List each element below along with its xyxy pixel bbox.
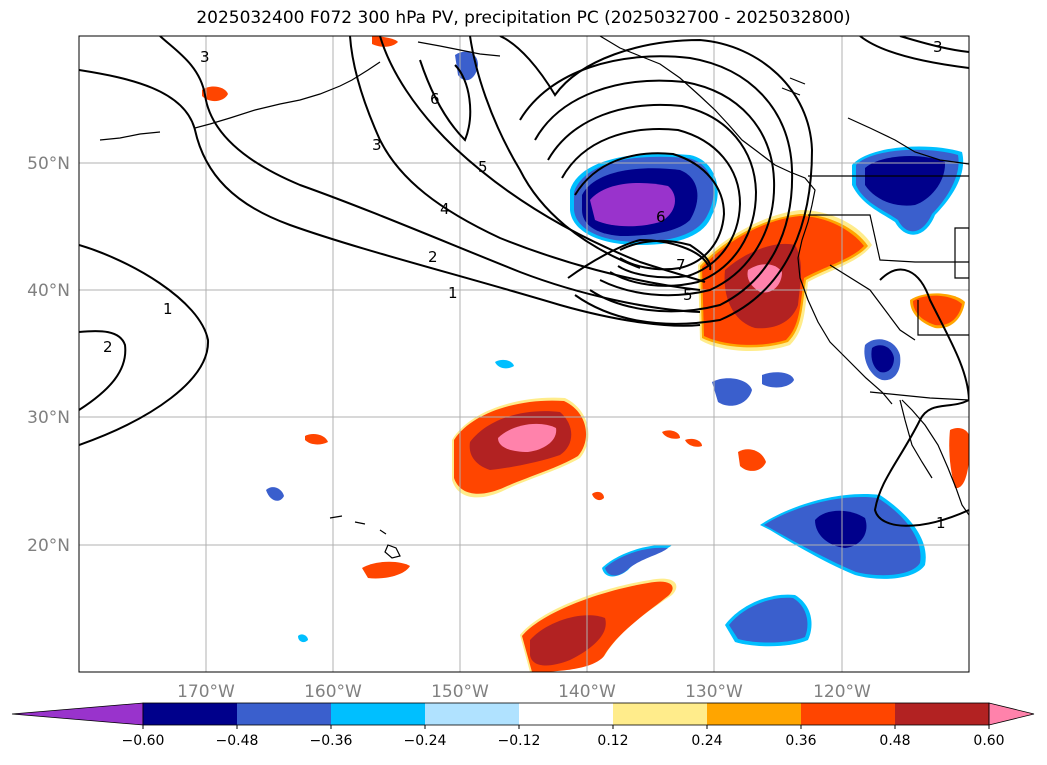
lat-tick-label: 30°N <box>27 408 70 428</box>
contour-label-group: 3 3 6 3 5 4 2 1 6 7 5 1 2 1 <box>103 38 946 532</box>
colorbar-segment <box>895 703 990 725</box>
colorbar-tick-label: −0.60 <box>122 733 165 749</box>
map-frame <box>78 35 970 673</box>
colorbar-segment <box>143 703 238 725</box>
contour-label: 6 <box>430 90 440 108</box>
pv-contours <box>79 36 969 527</box>
lon-tick-label: 170°W <box>177 682 235 702</box>
lon-axis: 170°W 160°W 150°W 140°W 130°W 120°W <box>177 682 871 702</box>
contour-label: 6 <box>656 208 666 226</box>
contour-label: 1 <box>936 514 946 532</box>
contour-label: 5 <box>478 158 488 176</box>
lat-tick-label: 20°N <box>27 536 70 556</box>
lat-tick-label: 40°N <box>27 281 70 301</box>
lat-tick-label: 50°N <box>27 154 70 174</box>
precip-negative-areas <box>266 51 964 647</box>
colorbar-segment <box>613 703 708 725</box>
colorbar-tick-label: −0.36 <box>310 733 353 749</box>
lon-tick-label: 160°W <box>304 682 362 702</box>
map-content: 3 3 6 3 5 4 2 1 6 7 5 1 2 1 <box>79 36 969 672</box>
colorbar-tick-label: 0.12 <box>597 733 628 749</box>
colorbar-tick-label: 0.36 <box>785 733 816 749</box>
map-background <box>79 36 969 672</box>
colorbar-segment <box>331 703 426 725</box>
lon-tick-label: 120°W <box>813 682 871 702</box>
contour-label: 7 <box>676 256 686 274</box>
colorbar-tick-label: −0.48 <box>216 733 259 749</box>
contour-label: 2 <box>428 248 438 266</box>
colorbar-frame <box>142 702 990 726</box>
colorbar-extend-min <box>11 702 144 726</box>
colorbar-segment <box>801 703 896 725</box>
contour-label: 1 <box>163 300 173 318</box>
contour-label: 1 <box>448 284 458 302</box>
colorbar-segment <box>707 703 802 725</box>
colorbar-tick-label: 0.24 <box>691 733 722 749</box>
contour-label: 5 <box>683 286 693 304</box>
colorbar-extend-max <box>988 702 1035 726</box>
contour-label: 4 <box>440 200 450 218</box>
lon-tick-label: 130°W <box>685 682 743 702</box>
contour-label: 2 <box>103 338 113 356</box>
contour-label: 3 <box>372 136 382 154</box>
colorbar-tick-label: −0.24 <box>404 733 447 749</box>
lat-axis: 50°N 40°N 30°N 20°N <box>27 154 70 556</box>
map-title: 2025032400 F072 300 hPa PV, precipitatio… <box>196 8 851 28</box>
colorbar-segment <box>237 703 332 725</box>
colorbar-tick-label: 0.48 <box>879 733 910 749</box>
contour-label: 3 <box>933 38 943 56</box>
lon-tick-label: 140°W <box>558 682 616 702</box>
contour-label: 3 <box>200 48 210 66</box>
graticule <box>79 36 969 672</box>
colorbar: −0.60 −0.48 −0.36 −0.24 −0.12 0.12 0.24 0.36 0.4… <box>11 702 1035 749</box>
lon-tick-label: 150°W <box>431 682 489 702</box>
colorbar-tick-label: 0.60 <box>973 733 1004 749</box>
colorbar-tick-label: −0.12 <box>498 733 541 749</box>
colorbar-segment <box>519 703 614 725</box>
colorbar-segment <box>425 703 520 725</box>
